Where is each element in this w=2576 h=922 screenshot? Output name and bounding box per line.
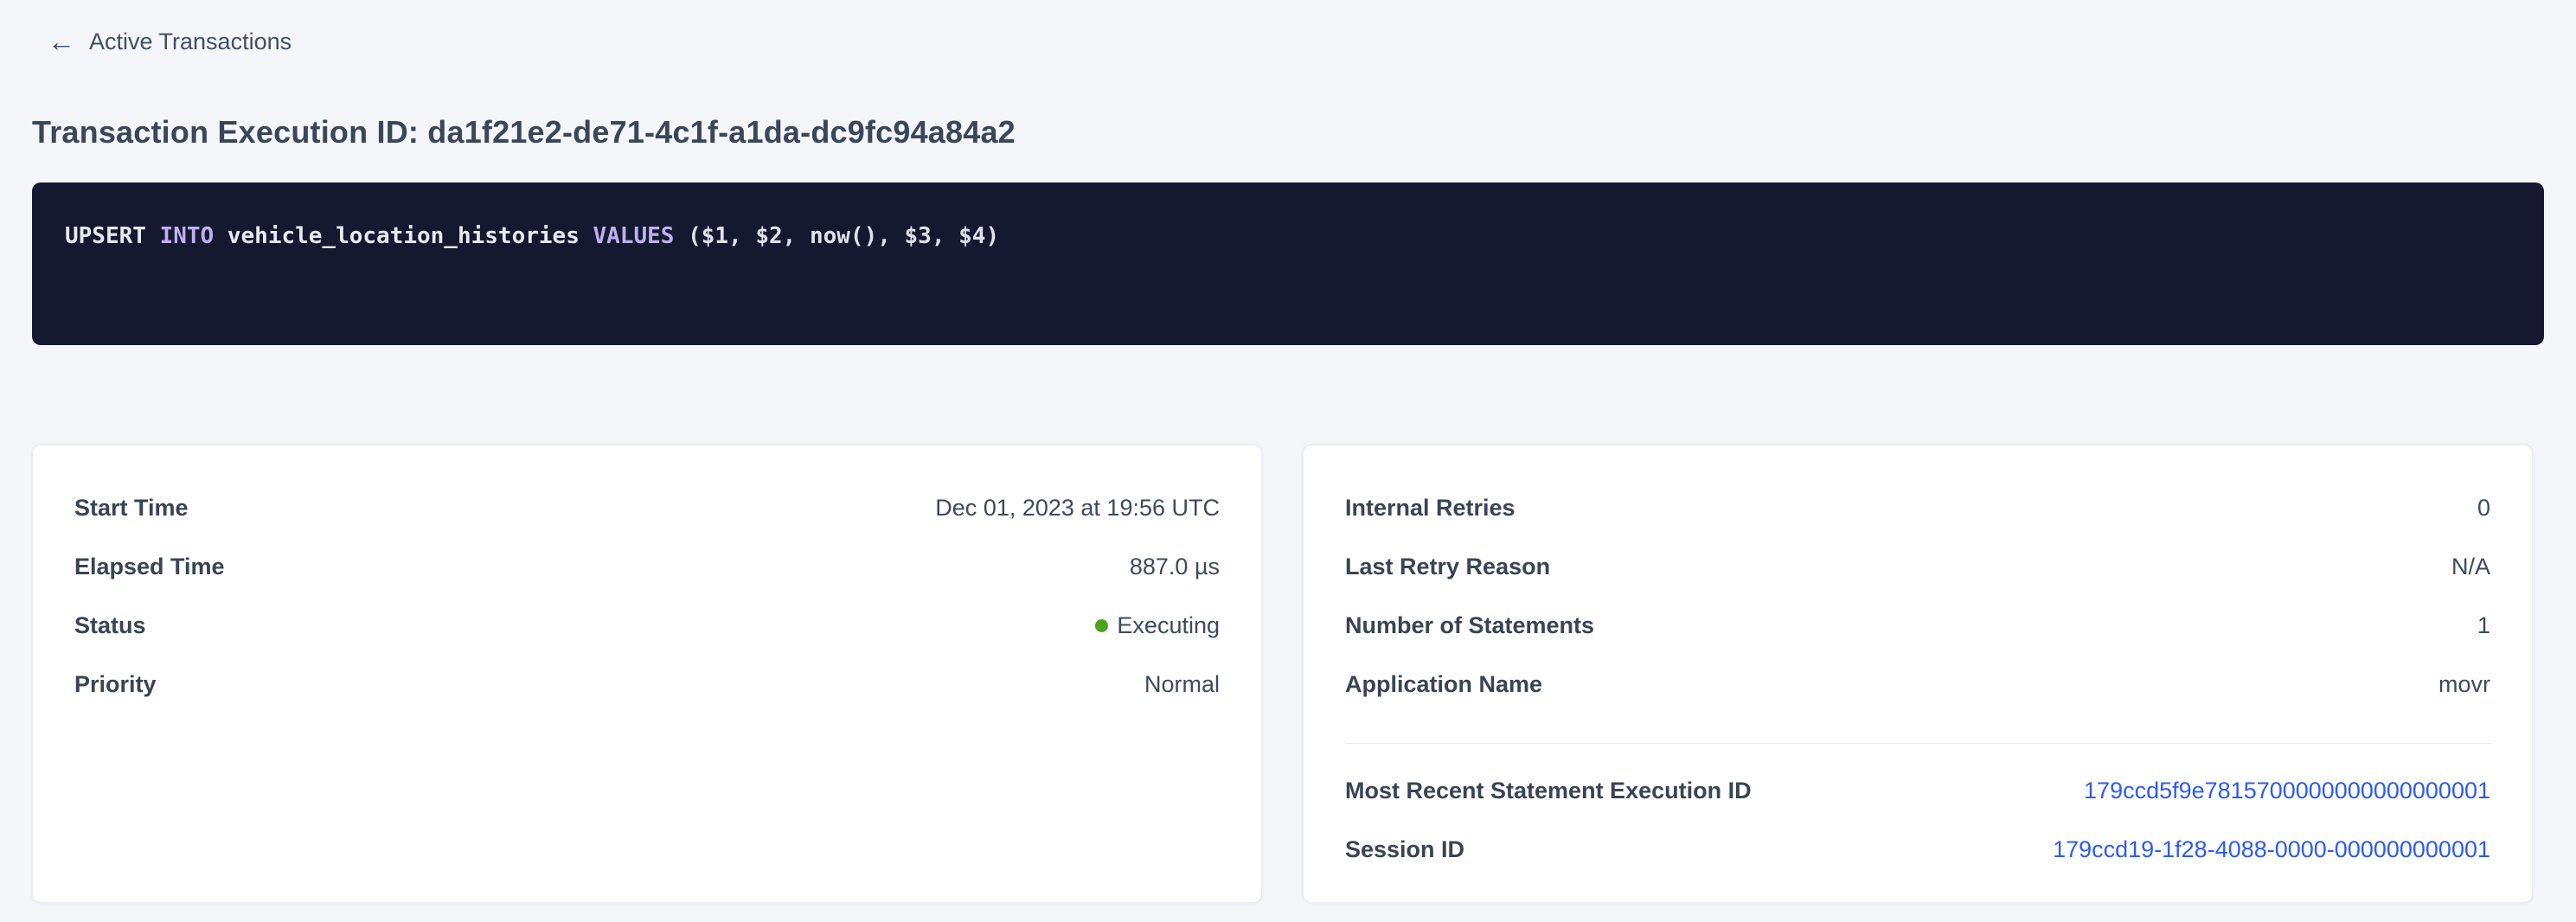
detail-row: Number of Statements 1 <box>1345 596 2490 655</box>
sql-token: INTO <box>159 223 215 249</box>
back-link[interactable]: ← Active Transactions <box>48 0 292 55</box>
divider <box>1345 743 2490 744</box>
priority-value: Normal <box>1144 670 1220 697</box>
sql-token: ($1, $2, now(), $3, $4) <box>674 223 1000 249</box>
summary-cards: Start Time Dec 01, 2023 at 19:56 UTC Ela… <box>32 445 2544 903</box>
detail-row: Start Time Dec 01, 2023 at 19:56 UTC <box>74 478 1220 537</box>
detail-label: Application Name <box>1345 670 1543 697</box>
detail-label: Session ID <box>1345 836 1465 862</box>
internal-retries-value: 0 <box>2477 494 2490 521</box>
detail-label: Status <box>74 611 146 638</box>
detail-label: Priority <box>74 670 157 697</box>
start-time-value: Dec 01, 2023 at 19:56 UTC <box>935 494 1220 521</box>
status-value: Executing <box>1095 612 1220 639</box>
sql-token: UPSERT <box>65 223 146 249</box>
detail-row: Internal Retries 0 <box>1345 478 2490 537</box>
detail-row: Priority Normal <box>74 655 1220 714</box>
application-name-value: movr <box>2438 670 2490 697</box>
sql-token: vehicle_location_histories <box>214 223 593 249</box>
detail-label: Elapsed Time <box>74 553 225 579</box>
detail-row: Application Name movr <box>1345 655 2490 714</box>
sql-statement: UPSERT INTO vehicle_location_histories V… <box>65 221 2511 252</box>
statement-execution-id-link[interactable]: 179ccd5f9e7815700000000000000001 <box>2084 777 2490 804</box>
detail-row: Last Retry Reason N/A <box>1345 537 2490 596</box>
last-retry-reason-value: N/A <box>2451 553 2490 579</box>
detail-label: Last Retry Reason <box>1345 553 1551 579</box>
detail-row: Session ID 179ccd19-1f28-4088-0000-00000… <box>1345 820 2490 879</box>
sql-token: VALUES <box>593 223 675 249</box>
status-text: Executing <box>1117 611 1220 638</box>
status-executing-dot-icon <box>1095 618 1109 632</box>
detail-row: Elapsed Time 887.0 µs <box>74 537 1220 596</box>
detail-row: Status Executing <box>74 596 1220 655</box>
transaction-details-page: ← Active Transactions Transaction Execut… <box>32 0 2544 903</box>
statement-count-value: 1 <box>2477 611 2490 638</box>
back-link-label: Active Transactions <box>89 28 292 54</box>
transaction-summary-card: Start Time Dec 01, 2023 at 19:56 UTC Ela… <box>32 445 1262 903</box>
transaction-metadata-card: Internal Retries 0 Last Retry Reason N/A… <box>1303 445 2533 903</box>
session-id-link[interactable]: 179ccd19-1f28-4088-0000-000000000001 <box>2053 836 2490 862</box>
detail-label: Internal Retries <box>1345 494 1515 521</box>
sql-token <box>146 223 160 249</box>
page-title: Transaction Execution ID: da1f21e2-de71-… <box>32 114 1016 150</box>
sql-statement-box: UPSERT INTO vehicle_location_histories V… <box>32 182 2544 345</box>
detail-label: Number of Statements <box>1345 611 1595 638</box>
elapsed-time-value: 887.0 µs <box>1129 553 1220 579</box>
detail-row: Most Recent Statement Execution ID 179cc… <box>1345 761 2490 820</box>
detail-label: Start Time <box>74 494 189 521</box>
arrow-left-icon: ← <box>48 26 75 57</box>
detail-label: Most Recent Statement Execution ID <box>1345 777 1752 804</box>
